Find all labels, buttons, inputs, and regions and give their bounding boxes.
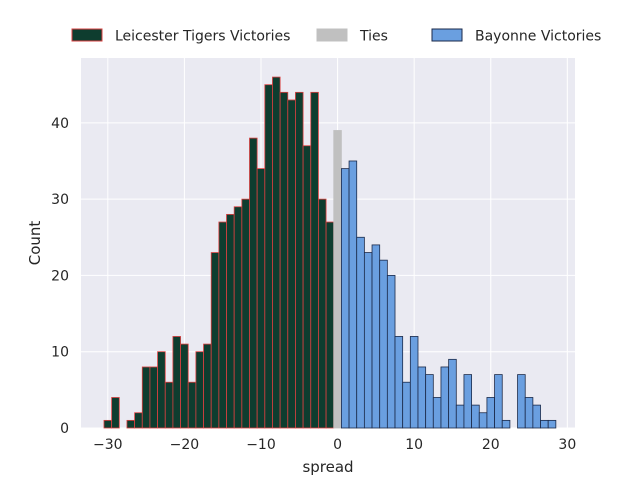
y-axis-ticks: 0 10 20 30 40 — [51, 116, 69, 437]
histogram-bar — [471, 404, 480, 429]
histogram-bar — [210, 252, 220, 429]
y-tick-label: 40 — [51, 116, 69, 132]
x-tick-label: 0 — [333, 437, 342, 453]
histogram-bar — [126, 419, 136, 429]
histogram-bar — [532, 404, 541, 429]
histogram-bar — [141, 366, 151, 429]
histogram-bar — [417, 366, 427, 429]
histogram-bar — [486, 397, 495, 429]
histogram-bar — [272, 76, 281, 429]
x-axis-ticks: −30 −20 −10 0 10 20 30 — [93, 437, 576, 453]
histogram-bar — [302, 145, 312, 429]
histogram-bar — [402, 381, 411, 429]
y-tick-label: 30 — [51, 192, 69, 208]
y-tick-label: 0 — [60, 421, 69, 437]
histogram-bar — [341, 168, 350, 429]
histogram-bar — [164, 381, 174, 429]
y-tick-label: 20 — [51, 268, 69, 284]
histogram-bar — [241, 198, 250, 429]
histogram-bar — [517, 374, 526, 429]
histogram-bar — [226, 213, 235, 429]
legend: Leicester Tigers Victories Ties Bayonne Vi… — [71, 28, 601, 45]
x-tick-label: −20 — [170, 437, 200, 453]
legend-label: Leicester Tigers Victories — [115, 29, 290, 45]
histogram-bar — [310, 91, 319, 429]
legend-label: Ties — [359, 29, 388, 45]
histogram-bar — [111, 397, 120, 429]
histogram-bar — [149, 366, 158, 429]
histogram-bar — [425, 374, 434, 429]
histogram-bar — [455, 404, 465, 429]
histogram-bar — [540, 419, 549, 429]
x-tick-label: 30 — [558, 437, 576, 453]
histogram-bar — [524, 397, 534, 429]
histogram-bar — [440, 366, 450, 429]
histogram-bar — [233, 206, 243, 429]
histogram-bar — [386, 275, 396, 429]
histogram-bar — [103, 419, 113, 429]
histogram-bar — [134, 412, 143, 429]
x-tick-label: −30 — [93, 437, 123, 453]
histogram-bar — [157, 351, 166, 429]
histogram-bar — [348, 160, 358, 429]
histogram-bar — [379, 259, 388, 429]
histogram-bar — [325, 221, 335, 429]
histogram-bar — [318, 198, 327, 429]
histogram-bar — [180, 343, 189, 429]
histogram-bar — [463, 374, 473, 429]
histogram-bar — [218, 221, 227, 429]
histogram-bar — [264, 84, 273, 429]
histogram-bar — [195, 351, 204, 429]
legend-swatch — [71, 28, 103, 42]
histogram-bar — [249, 137, 258, 429]
y-tick-label: 10 — [51, 345, 69, 361]
histogram-bar — [547, 419, 557, 429]
histogram-bar — [394, 336, 404, 429]
histogram-bars — [103, 76, 557, 429]
histogram-bar — [409, 336, 419, 429]
y-axis-label: Count — [26, 221, 44, 266]
histogram-bar — [287, 99, 296, 429]
legend-swatch — [316, 28, 348, 42]
legend-item: Ties — [316, 28, 388, 45]
histogram-bar — [187, 381, 197, 429]
histogram-bar — [279, 91, 289, 429]
legend-label: Bayonne Victories — [475, 29, 601, 45]
legend-swatch — [431, 28, 463, 42]
histogram-bar — [478, 412, 488, 429]
legend-item: Bayonne Victories — [431, 28, 601, 45]
x-tick-label: 20 — [482, 437, 500, 453]
histogram-bar — [371, 244, 381, 429]
histogram-bar — [295, 91, 304, 429]
histogram-bar — [363, 252, 373, 429]
histogram-bar — [203, 343, 212, 429]
histogram-bar — [256, 168, 266, 429]
x-axis-label: spread — [302, 458, 353, 476]
histogram-bar — [172, 336, 181, 429]
histogram-bar — [501, 419, 511, 429]
histogram-bar — [494, 374, 503, 429]
histogram-bar — [448, 358, 457, 429]
x-tick-label: 10 — [405, 437, 423, 453]
histogram-bar — [356, 236, 365, 429]
histogram-bar — [333, 130, 342, 429]
histogram-bar — [432, 397, 442, 429]
x-tick-label: −10 — [246, 437, 276, 453]
legend-item: Leicester Tigers Victories — [71, 28, 290, 45]
